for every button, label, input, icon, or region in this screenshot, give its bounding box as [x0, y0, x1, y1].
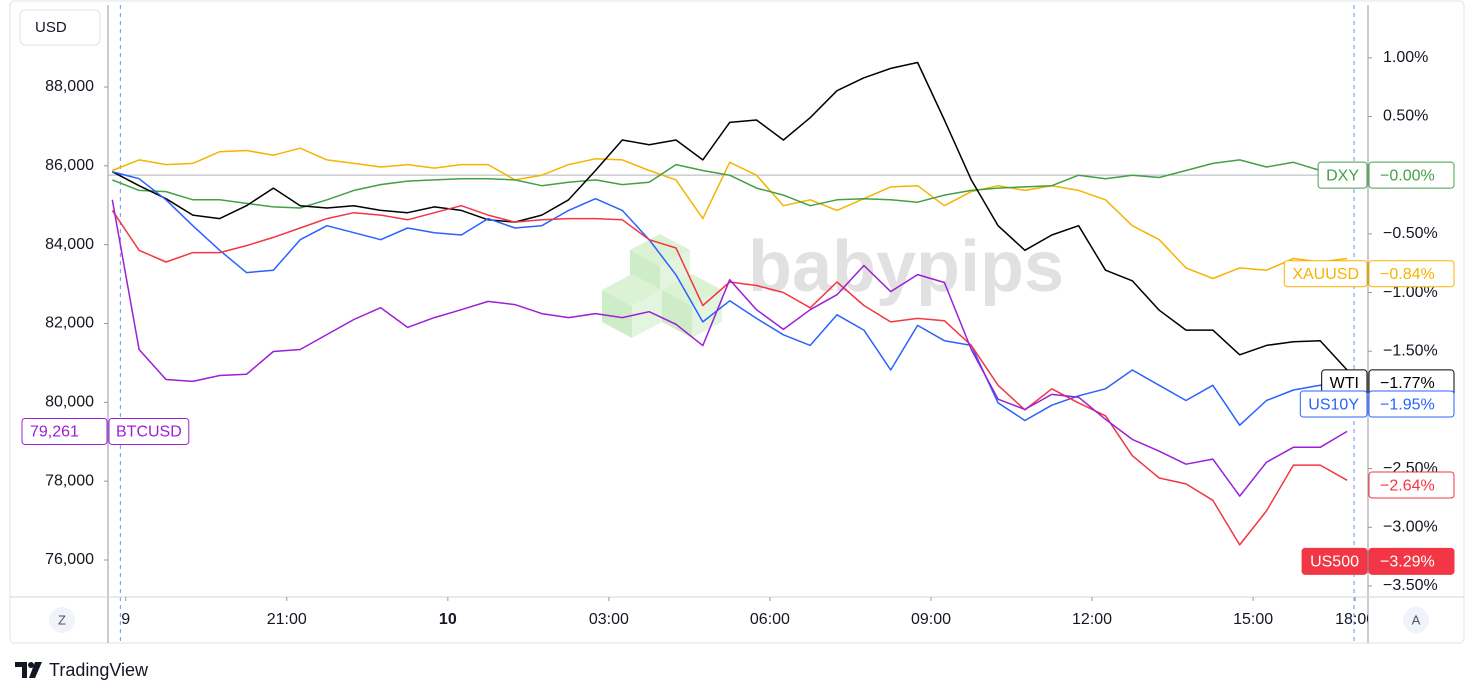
- price-badge: [1368, 390, 1455, 418]
- series-layer: [111, 61, 1348, 546]
- y-tick-label: 82,000: [45, 315, 94, 332]
- price-badge-label: −1.95%: [1380, 396, 1435, 413]
- chart-frame: [9, 0, 1465, 644]
- x-tick-label: 9: [121, 611, 130, 628]
- series-line: [111, 61, 1348, 371]
- x-axis-layer: 9 21:00 10 03:00 06:00 09:00 12:00 15:00 18:00: [121, 597, 1375, 628]
- x-tick-label: 10: [439, 611, 457, 628]
- series-line: [112, 147, 1348, 280]
- timezone-button-label[interactable]: Z: [58, 612, 66, 627]
- series-name-label: BTCUSD: [116, 424, 182, 441]
- price-badge: [1368, 547, 1455, 575]
- price-badge-label: −3.29%: [1380, 554, 1435, 571]
- series-name-badge: [1301, 547, 1368, 575]
- price-badge-label: −2.64%: [1380, 477, 1435, 494]
- watermark-cube: [602, 290, 632, 338]
- y2-tick-label: 1.00%: [1383, 49, 1428, 66]
- auto-scale-button-label[interactable]: A: [1412, 612, 1421, 627]
- x-tick-label: 12:00: [1072, 611, 1112, 628]
- x-tick-label: 03:00: [589, 611, 629, 628]
- series-name-badge: [1299, 390, 1368, 418]
- badge-layer: −0.84% XAUUSD −0.00% DXY −1.77% WTI −1.95% US10…: [21, 161, 1455, 575]
- brand-logo-dot: [28, 662, 34, 668]
- brand-logo-mark: [29, 662, 42, 678]
- x-tick-label: 15:00: [1233, 611, 1273, 628]
- series-line: [111, 204, 1348, 546]
- auto-scale-button[interactable]: [1403, 607, 1429, 633]
- series-name-badge: [108, 417, 190, 445]
- y-tick-label: 88,000: [45, 78, 94, 95]
- series-name-label: US10Y: [1308, 396, 1359, 413]
- series-line: [111, 199, 1348, 497]
- price-badge: [1368, 260, 1455, 288]
- watermark-cube: [692, 290, 722, 338]
- y2-tick-label: 0.50%: [1383, 108, 1428, 125]
- series-line: [112, 170, 1348, 426]
- x-tick-label: 09:00: [911, 611, 951, 628]
- series-name-badge: [1283, 260, 1368, 288]
- brand-logo: [15, 662, 42, 678]
- series-name-label: US500: [1310, 554, 1359, 571]
- x-tick-label: 21:00: [267, 611, 307, 628]
- price-badge: [1368, 471, 1455, 499]
- x-tick-label: 06:00: [750, 611, 790, 628]
- x-tick-label: 18:00: [1335, 611, 1375, 628]
- y2-tick-label: −0.50%: [1383, 225, 1438, 242]
- currency-button[interactable]: [19, 9, 101, 46]
- y2-tick-label: −1.50%: [1383, 342, 1438, 359]
- y2-tick-label: −3.00%: [1383, 519, 1438, 536]
- watermark-cube: [662, 290, 692, 338]
- y-tick-label: 78,000: [45, 472, 94, 489]
- currency-button-label[interactable]: USD: [35, 19, 67, 36]
- watermark-cube: [632, 290, 662, 338]
- y-tick-label: 80,000: [45, 394, 94, 411]
- series-name-badge: [1317, 161, 1368, 189]
- brand-name: TradingView: [49, 660, 149, 680]
- y-tick-label: 84,000: [45, 236, 94, 253]
- price-badge-label: −0.84%: [1380, 266, 1435, 283]
- brand-logo-mark: [15, 662, 27, 678]
- y-tick-label: 86,000: [45, 157, 94, 174]
- series-name-label: WTI: [1330, 375, 1359, 392]
- y-tick-label: 76,000: [45, 551, 94, 568]
- y2-tick-label: −3.50%: [1383, 577, 1438, 594]
- price-badge-label: −1.77%: [1380, 375, 1435, 392]
- series-line: [112, 159, 1348, 209]
- price-badge: [21, 417, 108, 445]
- axis-layer: 88,000 86,000 84,000 82,000 80,000 78,000 76,0…: [45, 49, 1438, 594]
- grid-layer: [108, 5, 1368, 643]
- series-name-label: DXY: [1326, 167, 1359, 184]
- price-badge: [1368, 161, 1455, 189]
- price-badge-label: 79,261: [30, 424, 79, 441]
- timezone-button[interactable]: [49, 607, 75, 633]
- watermark-text: babypips: [748, 227, 1064, 307]
- price-badge-label: −0.00%: [1380, 167, 1435, 184]
- watermark: babypips: [602, 227, 1064, 338]
- series-name-label: XAUUSD: [1292, 266, 1359, 283]
- y2-tick-label: −1.00%: [1383, 284, 1438, 301]
